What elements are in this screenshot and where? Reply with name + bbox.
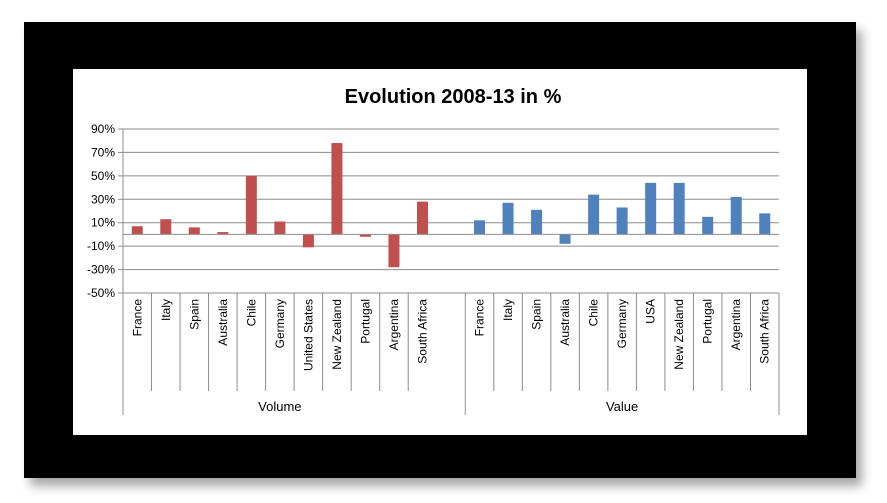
group-label: Volume bbox=[258, 399, 301, 414]
x-tick-label: Italy bbox=[501, 299, 515, 321]
bar bbox=[131, 226, 143, 235]
bar bbox=[416, 201, 428, 235]
bar bbox=[274, 221, 286, 235]
x-tick-label: Chile bbox=[587, 299, 601, 327]
bar bbox=[730, 196, 742, 235]
bar bbox=[160, 219, 172, 235]
bar bbox=[188, 227, 200, 235]
bar bbox=[359, 234, 371, 237]
y-tick-label: 70% bbox=[91, 145, 115, 159]
bar bbox=[502, 202, 514, 235]
x-tick-label: Spain bbox=[187, 299, 201, 330]
bar bbox=[474, 220, 486, 235]
x-tick-label: Spain bbox=[530, 299, 544, 330]
x-tick-label: Australia bbox=[216, 299, 230, 346]
bar bbox=[616, 207, 628, 235]
x-tick-label: France bbox=[130, 299, 144, 337]
bar bbox=[559, 234, 571, 244]
y-tick-label: 30% bbox=[91, 192, 115, 206]
x-tick-label: Portugal bbox=[358, 299, 372, 344]
x-tick-label: Chile bbox=[244, 299, 258, 327]
x-tick-label: USA bbox=[644, 299, 658, 324]
bar bbox=[759, 213, 771, 235]
y-tick-label: 10% bbox=[91, 216, 115, 230]
x-tick-label: Argentina bbox=[387, 299, 401, 351]
y-tick-label: -50% bbox=[87, 286, 115, 300]
x-tick-label: Germany bbox=[615, 299, 629, 348]
group-label: Value bbox=[606, 399, 638, 414]
bar bbox=[302, 234, 314, 248]
y-tick-label: 50% bbox=[91, 169, 115, 183]
chart-title: Evolution 2008-13 in % bbox=[345, 86, 562, 108]
x-tick-label: Portugal bbox=[701, 299, 715, 344]
bar bbox=[645, 182, 657, 235]
bar bbox=[331, 143, 343, 235]
x-tick-label: United States bbox=[301, 299, 315, 371]
y-tick-label: 90% bbox=[91, 122, 115, 136]
chart-card: Evolution 2008-13 in % 90% 70% 50% 30% 10% -1… bbox=[73, 69, 807, 435]
y-tick-label: -30% bbox=[87, 263, 115, 277]
x-tick-label: New Zealand bbox=[330, 299, 344, 370]
bar bbox=[702, 216, 714, 235]
x-tick-label: Italy bbox=[159, 299, 173, 321]
bar bbox=[245, 175, 257, 235]
bar bbox=[217, 232, 229, 235]
y-tick-label: -10% bbox=[87, 239, 115, 253]
x-tick-label: New Zealand bbox=[672, 299, 686, 370]
bar bbox=[588, 194, 600, 235]
x-tick-label: Australia bbox=[558, 299, 572, 346]
chart: Evolution 2008-13 in % 90% 70% 50% 30% 10% -1… bbox=[87, 86, 780, 415]
bar bbox=[531, 209, 543, 235]
bar bbox=[388, 234, 400, 268]
bar bbox=[673, 182, 685, 235]
x-tick-label: South Africa bbox=[758, 299, 772, 364]
x-tick-label: France bbox=[473, 299, 487, 337]
x-tick-label: Germany bbox=[273, 299, 287, 348]
x-tick-label: Argentina bbox=[729, 299, 743, 351]
x-tick-label: South Africa bbox=[415, 299, 429, 364]
